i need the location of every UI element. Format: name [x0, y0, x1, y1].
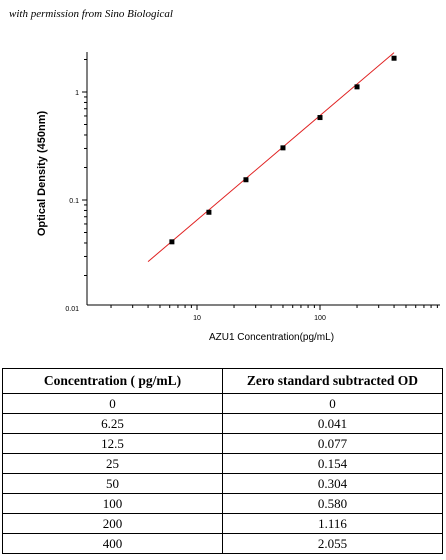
credit-note: with permission from Sino Biological	[9, 8, 173, 20]
header-od: Zero standard subtracted OD	[222, 368, 443, 394]
data-points	[169, 55, 397, 245]
cell-concentration: 25	[2, 453, 223, 474]
y-tick-label: 1	[75, 90, 79, 97]
y-tick-label: 0.01	[65, 306, 79, 313]
data-point	[391, 55, 397, 61]
cell-concentration: 200	[2, 513, 223, 534]
table-row: 6.25 0.041	[2, 413, 443, 434]
data-point	[206, 209, 212, 215]
cell-od: 1.116	[222, 513, 443, 534]
y-tick-label: 0.1	[69, 198, 79, 205]
table-row: 25 0.154	[2, 453, 443, 474]
standard-table: Concentration ( pg/mL) Zero standard sub…	[2, 368, 443, 554]
fit-line	[147, 52, 395, 262]
cell-concentration: 50	[2, 473, 223, 494]
cell-od: 2.055	[222, 533, 443, 554]
cell-od: 0.304	[222, 473, 443, 494]
cell-concentration: 400	[2, 533, 223, 554]
table-row: 100 0.580	[2, 493, 443, 514]
cell-od: 0.154	[222, 453, 443, 474]
table-row: 200 1.116	[2, 513, 443, 534]
table-header-row: Concentration ( pg/mL) Zero standard sub…	[2, 368, 443, 394]
data-point	[354, 84, 360, 90]
cell-od: 0	[222, 393, 443, 414]
table-row: 400 2.055	[2, 533, 443, 554]
cell-od: 0.580	[222, 493, 443, 514]
data-point	[243, 177, 249, 183]
fit-line-group	[147, 52, 395, 262]
data-point	[317, 115, 323, 121]
header-concentration: Concentration ( pg/mL)	[2, 368, 223, 394]
axis-ticks: 10 100 0.01 0.1 1	[65, 58, 438, 322]
x-axis-label: AZU1 Concentration(pg/mL)	[209, 332, 334, 343]
cell-od: 0.041	[222, 413, 443, 434]
data-point	[169, 239, 175, 245]
data-point	[280, 145, 286, 151]
cell-od: 0.077	[222, 433, 443, 454]
cell-concentration: 6.25	[2, 413, 223, 434]
x-tick-label: 10	[193, 315, 201, 322]
table-row: 12.5 0.077	[2, 433, 443, 454]
y-axis-label: Optical Density (450nm)	[36, 111, 48, 237]
table-row: 50 0.304	[2, 473, 443, 494]
cell-concentration: 100	[2, 493, 223, 514]
x-tick-label: 100	[314, 315, 326, 322]
cell-concentration: 0	[2, 393, 223, 414]
cell-concentration: 12.5	[2, 433, 223, 454]
